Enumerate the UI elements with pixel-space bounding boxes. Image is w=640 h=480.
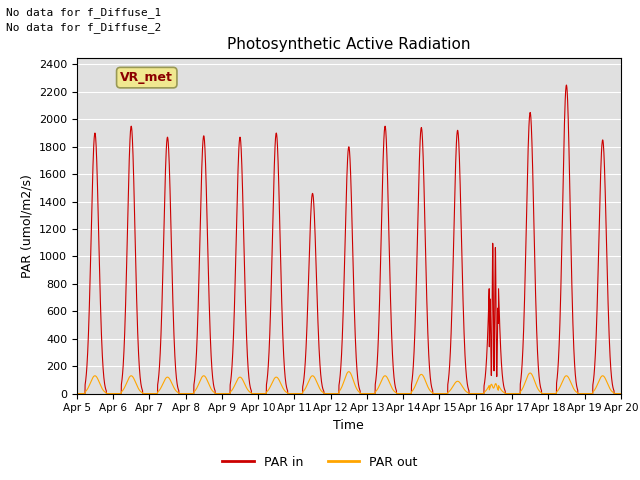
PAR out xyxy=(225,391,232,396)
PAR out xyxy=(189,391,197,396)
PAR out xyxy=(616,391,624,396)
PAR out xyxy=(412,383,419,389)
Legend: PAR in, PAR out: PAR in, PAR out xyxy=(218,451,422,474)
PAR in xyxy=(189,391,197,396)
PAR out xyxy=(73,391,81,396)
Y-axis label: PAR (umol/m2/s): PAR (umol/m2/s) xyxy=(20,174,33,277)
PAR in xyxy=(565,153,573,158)
Line: PAR in: PAR in xyxy=(77,85,621,394)
Line: PAR out: PAR out xyxy=(77,372,621,394)
PAR in xyxy=(616,391,624,396)
PAR out xyxy=(565,376,573,382)
PAR in xyxy=(617,391,625,396)
Title: Photosynthetic Active Radiation: Photosynthetic Active Radiation xyxy=(227,37,470,52)
PAR in xyxy=(73,391,81,396)
PAR out xyxy=(402,391,410,396)
PAR out xyxy=(345,369,353,374)
PAR in xyxy=(412,322,419,327)
Text: No data for f_Diffuse_1: No data for f_Diffuse_1 xyxy=(6,7,162,18)
X-axis label: Time: Time xyxy=(333,419,364,432)
PAR in xyxy=(402,391,410,396)
Text: VR_met: VR_met xyxy=(120,71,173,84)
PAR in xyxy=(563,82,570,88)
PAR out xyxy=(617,391,625,396)
Text: No data for f_Diffuse_2: No data for f_Diffuse_2 xyxy=(6,22,162,33)
PAR in xyxy=(225,391,232,396)
